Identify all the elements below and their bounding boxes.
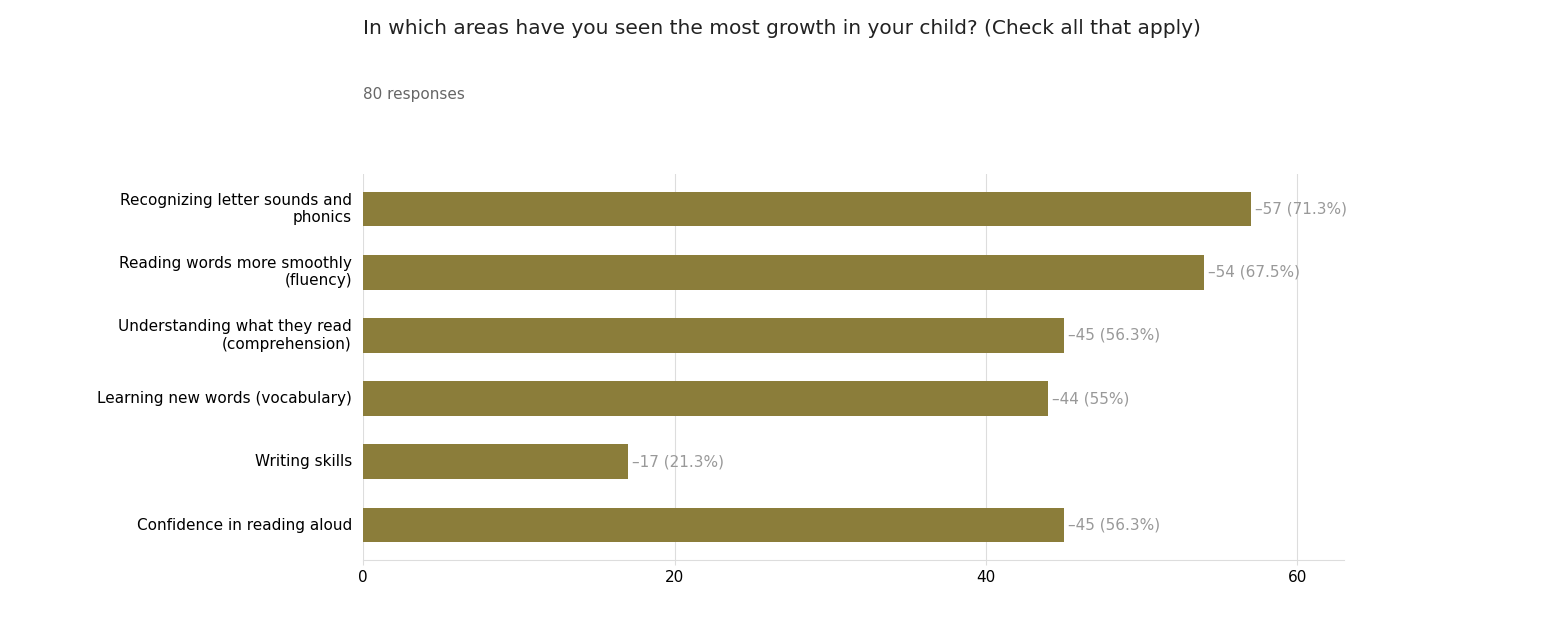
Bar [363, 318, 1065, 353]
Bar [363, 381, 1048, 416]
Text: In which areas have you seen the most growth in your child? (Check all that appl: In which areas have you seen the most gr… [363, 19, 1200, 38]
Text: –45 (56.3%): –45 (56.3%) [1068, 328, 1160, 343]
Bar [363, 508, 1065, 542]
Bar [363, 192, 1251, 226]
Text: 80 responses: 80 responses [363, 87, 465, 102]
Text: –17 (21.3%): –17 (21.3%) [632, 454, 725, 470]
Text: –54 (67.5%): –54 (67.5%) [1208, 264, 1301, 280]
Bar [363, 445, 627, 479]
Text: –44 (55%): –44 (55%) [1052, 391, 1129, 406]
Text: –45 (56.3%): –45 (56.3%) [1068, 518, 1160, 532]
Text: –57 (71.3%): –57 (71.3%) [1255, 202, 1347, 216]
Bar [363, 255, 1204, 289]
